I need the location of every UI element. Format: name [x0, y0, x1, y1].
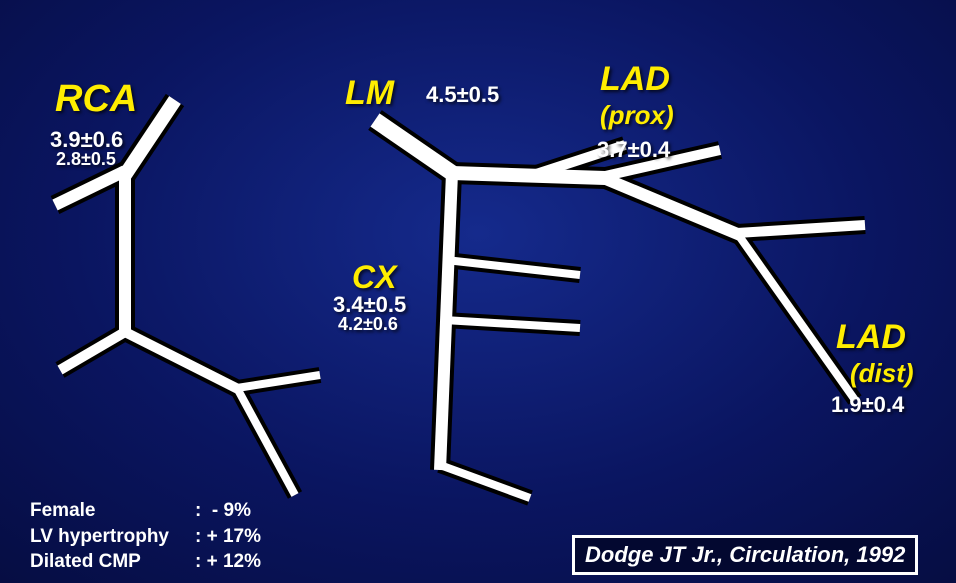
stat-value: + 12%	[207, 551, 261, 572]
stat-label: Female	[30, 498, 195, 524]
stat-label: Dilated CMP	[30, 549, 195, 575]
stat-value: + 17%	[207, 526, 261, 547]
stats-block: Female: - 9% LV hypertrophy: + 17% Dilat…	[30, 498, 261, 575]
value-lad-p: 3.7±0.4	[597, 137, 670, 163]
label-lad-prox: LAD	[600, 60, 670, 99]
citation-box: Dodge JT Jr., Circulation, 1992	[572, 535, 918, 575]
label-rca: RCA	[55, 78, 137, 121]
label-lad-dist-sub: (dist)	[850, 358, 914, 389]
label-cx: CX	[352, 259, 396, 296]
stat-value: - 9%	[212, 500, 251, 521]
stat-label: LV hypertrophy	[30, 524, 195, 550]
value-lad-d: 1.9±0.4	[831, 392, 904, 418]
value-rca-b: 2.8±0.5	[56, 149, 116, 170]
value-cx-b: 4.2±0.6	[338, 314, 398, 335]
value-lm: 4.5±0.5	[426, 82, 499, 108]
label-lm: LM	[345, 74, 394, 113]
label-lad-dist: LAD	[836, 318, 906, 357]
label-lad-prox-sub: (prox)	[600, 100, 674, 131]
